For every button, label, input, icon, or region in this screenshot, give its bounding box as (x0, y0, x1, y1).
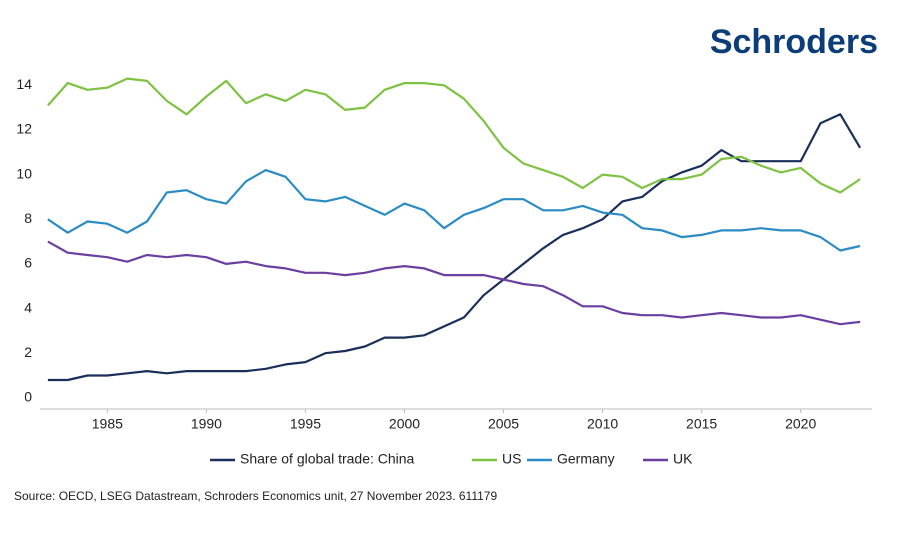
x-tick-label: 1990 (191, 416, 222, 432)
y-tick-label: 12 (16, 121, 32, 137)
y-tick-label: 14 (16, 76, 32, 92)
x-tick-label: 2005 (488, 416, 519, 432)
source-note: Source: OECD, LSEG Datastream, Schroders… (14, 489, 497, 503)
series-line (47, 169, 861, 252)
series-line (47, 240, 861, 326)
y-tick-label: 10 (16, 165, 32, 181)
legend-label: US (502, 451, 521, 467)
legend-label: UK (673, 451, 693, 467)
x-tick-label: 2010 (587, 416, 618, 432)
x-tick-label: 2000 (389, 416, 420, 432)
series-line (47, 77, 861, 194)
x-tick-label: 2020 (785, 416, 816, 432)
y-tick-label: 6 (24, 255, 32, 271)
legend-label: Germany (557, 451, 615, 467)
x-tick-label: 2015 (686, 416, 717, 432)
series-line (47, 113, 862, 382)
brand-logo: Schroders (710, 23, 878, 61)
y-tick-label: 0 (24, 389, 32, 405)
x-tick-label: 1985 (92, 416, 123, 432)
legend-label: Share of global trade: China (240, 451, 415, 467)
x-tick-label: 1995 (290, 416, 321, 432)
y-tick-label: 2 (24, 344, 32, 360)
y-tick-label: 8 (24, 210, 32, 226)
y-tick-label: 4 (24, 299, 32, 315)
